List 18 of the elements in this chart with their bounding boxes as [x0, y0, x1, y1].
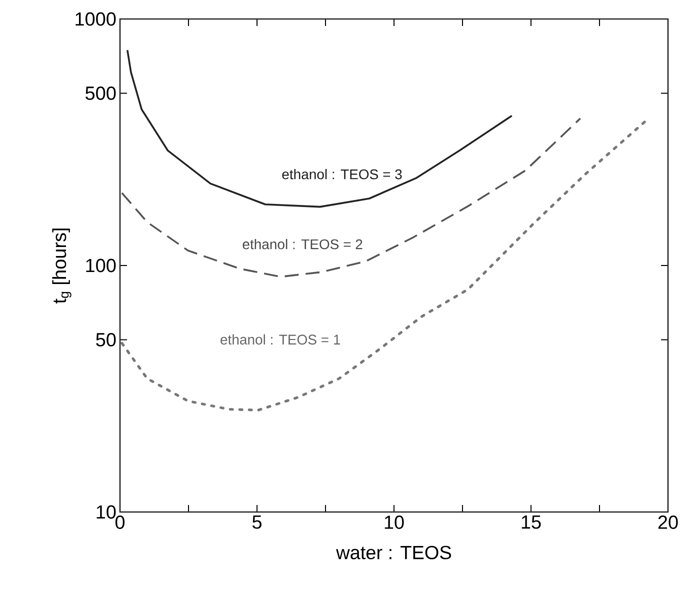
x-tick-label: 20 [658, 516, 678, 529]
series-label: ethanol : TEOS = 2 [242, 238, 362, 250]
y-tick-label: 1000 [76, 12, 116, 26]
x-tick-label: 0 [115, 516, 125, 529]
y-axis-title: t$_{g}$ [hours] [52, 228, 72, 304]
y-tick-label: 10 [96, 505, 116, 519]
y-tick-label: 500 [86, 86, 116, 100]
line-series [126, 49, 513, 208]
series-label: ethanol : TEOS = 3 [282, 168, 402, 180]
line-series [121, 118, 582, 278]
y-tick-label: 50 [96, 332, 116, 346]
x-tick-label: 10 [384, 516, 404, 529]
line-series [120, 119, 648, 412]
x-tick-label: 5 [252, 516, 262, 529]
x-axis-title: water : TEOS [336, 546, 452, 560]
y-tick-label: 100 [86, 258, 116, 272]
x-tick-label: 15 [522, 516, 541, 529]
series-label: ethanol : TEOS = 1 [220, 334, 340, 345]
